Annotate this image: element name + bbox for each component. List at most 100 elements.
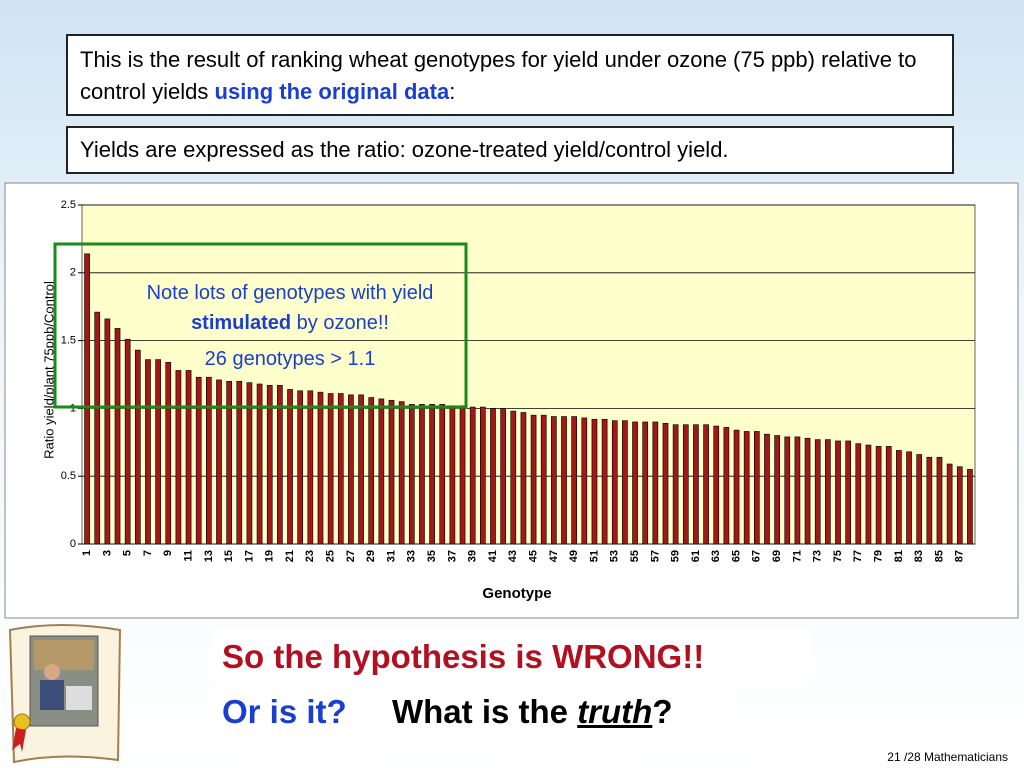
highlight-box [53, 242, 468, 409]
bar [896, 450, 902, 545]
y-tick-label: 2.5 [61, 199, 76, 211]
intro-emphasis: using the original data [214, 79, 450, 104]
x-tick-label: 47 [548, 550, 560, 562]
bar [216, 379, 222, 545]
bar [652, 421, 659, 545]
bar [784, 436, 791, 545]
bar [124, 338, 131, 545]
bar [439, 404, 446, 545]
x-tick-label: 75 [832, 550, 844, 562]
x-tick-label: 65 [730, 550, 742, 562]
bar [145, 359, 151, 545]
truth-emphasis: truth [577, 693, 653, 730]
bar [206, 376, 212, 545]
x-tick-label: 61 [690, 550, 702, 562]
note-text: Yields are expressed as the ratio: ozone… [80, 137, 729, 162]
bar [632, 421, 638, 545]
x-axis-title: Genotype [482, 585, 551, 602]
bar [875, 446, 882, 545]
bar [703, 424, 709, 545]
y-tick-label: 0 [70, 538, 76, 550]
bar [804, 437, 811, 545]
y-axis-title: Ratio yield/plant 75ppb/Control [41, 281, 56, 459]
count-note: 26 genotypes > 1.1 [204, 348, 376, 370]
bar [693, 424, 699, 545]
bar [419, 404, 425, 545]
bar [764, 433, 770, 545]
bar [287, 389, 293, 545]
bar [814, 439, 821, 545]
bar [835, 440, 841, 545]
bar [885, 446, 892, 545]
x-tick-label: 51 [588, 550, 600, 562]
bar [622, 420, 628, 545]
x-tick-label: 35 [426, 550, 438, 562]
bar [571, 416, 578, 545]
bar [936, 456, 943, 545]
annotation-text: Note lots of genotypes with yield [146, 282, 434, 304]
bar [794, 436, 801, 545]
bar [530, 414, 537, 545]
x-tick-label: 5 [122, 550, 134, 556]
x-tick-label: 25 [325, 550, 337, 562]
bar [429, 404, 435, 545]
bar [104, 318, 111, 545]
x-tick-label: 19 [264, 550, 276, 562]
x-tick-label: 3 [101, 550, 113, 556]
bar [175, 370, 182, 545]
intro-text: This is the result of ranking wheat geno… [80, 47, 917, 104]
x-tick-label: 83 [913, 550, 925, 562]
bar [155, 359, 161, 545]
bar [368, 397, 375, 545]
bar [601, 418, 608, 545]
annotation-text-end: by ozone!! [291, 312, 389, 334]
bar [490, 408, 496, 545]
chart: Genotype Ratio yield/plant 75ppb/Control… [4, 182, 1019, 619]
bar [459, 405, 466, 545]
bar [388, 399, 395, 545]
bar [723, 427, 730, 545]
bar [358, 394, 364, 545]
bar [266, 385, 273, 545]
bar [926, 456, 933, 545]
bar [226, 380, 232, 545]
x-tick-label: 57 [649, 550, 661, 562]
bar [561, 416, 567, 545]
x-tick-label: 71 [791, 550, 803, 562]
x-tick-label: 73 [812, 550, 824, 562]
bar [398, 401, 405, 545]
bar [408, 404, 415, 545]
question: Or is it? [210, 686, 376, 738]
bar [236, 380, 243, 545]
intro-end: : [449, 79, 456, 104]
bar [956, 466, 963, 545]
bar [195, 376, 202, 545]
bar [906, 451, 912, 545]
bar [500, 408, 506, 545]
bar [967, 469, 973, 545]
bar [378, 398, 385, 545]
bar [733, 429, 740, 545]
bar [185, 370, 192, 545]
annotation: Note lots of genotypes with yield stimul… [128, 278, 452, 338]
bar [94, 311, 101, 545]
x-tick-label: 77 [852, 550, 864, 562]
bar [581, 417, 588, 545]
x-tick-label: 39 [467, 550, 479, 562]
x-tick-label: 11 [182, 550, 194, 562]
x-tick-label: 15 [223, 550, 235, 562]
bar [774, 435, 780, 545]
x-tick-label: 21 [284, 550, 296, 562]
bar [845, 440, 851, 545]
x-tick-label: 7 [142, 550, 154, 556]
x-tick-label: 9 [162, 550, 174, 556]
bar [855, 443, 862, 545]
bar [337, 393, 344, 545]
x-tick-label: 13 [203, 550, 215, 562]
x-tick-label: 27 [345, 550, 357, 562]
bar [277, 385, 283, 545]
x-tick-label: 87 [954, 550, 966, 562]
bar [591, 418, 598, 545]
x-tick-label: 1 [81, 550, 93, 556]
